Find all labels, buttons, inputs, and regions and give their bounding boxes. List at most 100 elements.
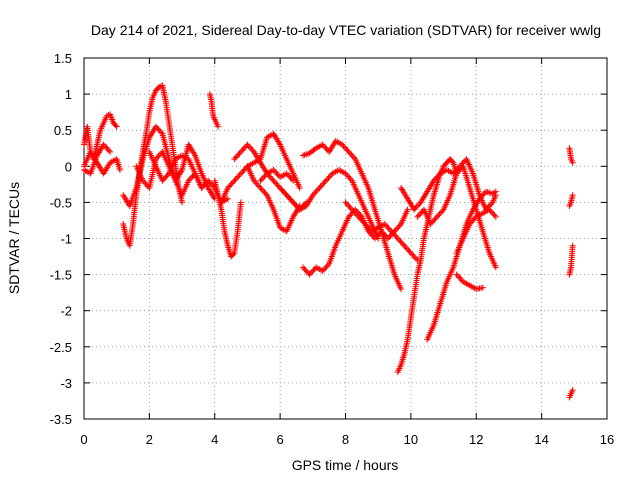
series-track-12 (244, 130, 303, 191)
data-point (179, 199, 186, 206)
data-point (382, 232, 389, 239)
series-track-10 (218, 163, 303, 235)
data-point (569, 387, 576, 394)
data-point (266, 173, 273, 180)
data-point (186, 176, 193, 183)
y-tick-label: -3.5 (50, 412, 72, 427)
data-point (363, 222, 370, 229)
series-track-27 (566, 242, 576, 278)
data-point (235, 173, 242, 180)
data-point (342, 199, 349, 206)
data-point (431, 216, 438, 223)
data-point (286, 173, 293, 180)
data-point (230, 179, 237, 186)
x-tick-label: 16 (600, 432, 614, 447)
data-point (198, 184, 205, 191)
data-point (322, 177, 329, 184)
data-point (432, 215, 439, 222)
data-point (404, 206, 411, 213)
data-point (386, 234, 393, 241)
data-point (394, 225, 401, 232)
data-point (457, 275, 464, 282)
data-point (152, 123, 159, 130)
data-point (143, 182, 150, 189)
y-tick-label: 1 (65, 87, 72, 102)
data-point (273, 169, 280, 176)
data-point (436, 210, 443, 217)
data-point (345, 202, 352, 209)
data-point (417, 210, 424, 217)
series-track-4 (120, 82, 186, 249)
data-point (271, 168, 278, 175)
data-point (228, 180, 235, 187)
series-track-18 (342, 199, 421, 264)
data-point (315, 186, 322, 193)
data-point (415, 212, 422, 219)
data-point (352, 210, 359, 217)
data-point (453, 271, 460, 278)
data-point (257, 184, 264, 191)
data-point (206, 179, 213, 186)
data-point (492, 213, 499, 220)
y-tick-label: 0 (65, 159, 72, 174)
data-point (256, 183, 263, 190)
data-point (231, 177, 238, 184)
data-point (155, 153, 162, 160)
data-points (81, 82, 576, 401)
data-point (240, 167, 247, 174)
data-point (339, 141, 346, 148)
data-point (343, 145, 350, 152)
data-point (351, 209, 358, 216)
data-point (386, 226, 393, 233)
data-point (486, 206, 493, 213)
data-point (486, 202, 493, 209)
data-point (412, 205, 419, 212)
data-point (320, 143, 327, 150)
data-point (100, 141, 107, 148)
data-point (492, 188, 499, 195)
data-point (189, 173, 196, 180)
data-point (427, 221, 434, 228)
data-point (340, 143, 347, 150)
data-point (101, 143, 108, 150)
data-point (236, 171, 243, 178)
y-tick-label: -3 (60, 376, 72, 391)
data-point (313, 187, 320, 194)
data-point (270, 166, 277, 173)
series-track-25 (566, 145, 576, 166)
data-point (345, 148, 352, 155)
data-point (113, 123, 120, 130)
data-point (296, 206, 303, 213)
data-point (158, 129, 165, 136)
data-point (199, 183, 206, 190)
data-point (116, 166, 123, 173)
data-point (309, 268, 316, 275)
data-point (569, 159, 576, 166)
series-track-23 (453, 271, 486, 293)
series-track-20 (398, 156, 499, 213)
data-point (235, 151, 242, 158)
data-point (107, 148, 114, 155)
data-point (320, 180, 327, 187)
data-point (202, 180, 209, 187)
data-point (409, 251, 416, 258)
data-point (468, 219, 475, 226)
y-tick-label: -2.5 (50, 340, 72, 355)
data-point (437, 209, 444, 216)
data-point (248, 145, 255, 152)
data-point (274, 171, 281, 178)
data-point (396, 222, 403, 229)
data-point (367, 231, 374, 238)
series-track-24 (453, 206, 499, 256)
data-point (319, 267, 326, 274)
data-point (241, 144, 248, 151)
data-point (469, 218, 476, 225)
y-tick-label: 0.5 (54, 123, 72, 138)
data-point (232, 176, 239, 183)
data-point (239, 147, 246, 154)
data-point (453, 170, 460, 177)
data-point (260, 174, 267, 181)
series-track-14 (277, 184, 310, 213)
data-point (477, 194, 484, 201)
